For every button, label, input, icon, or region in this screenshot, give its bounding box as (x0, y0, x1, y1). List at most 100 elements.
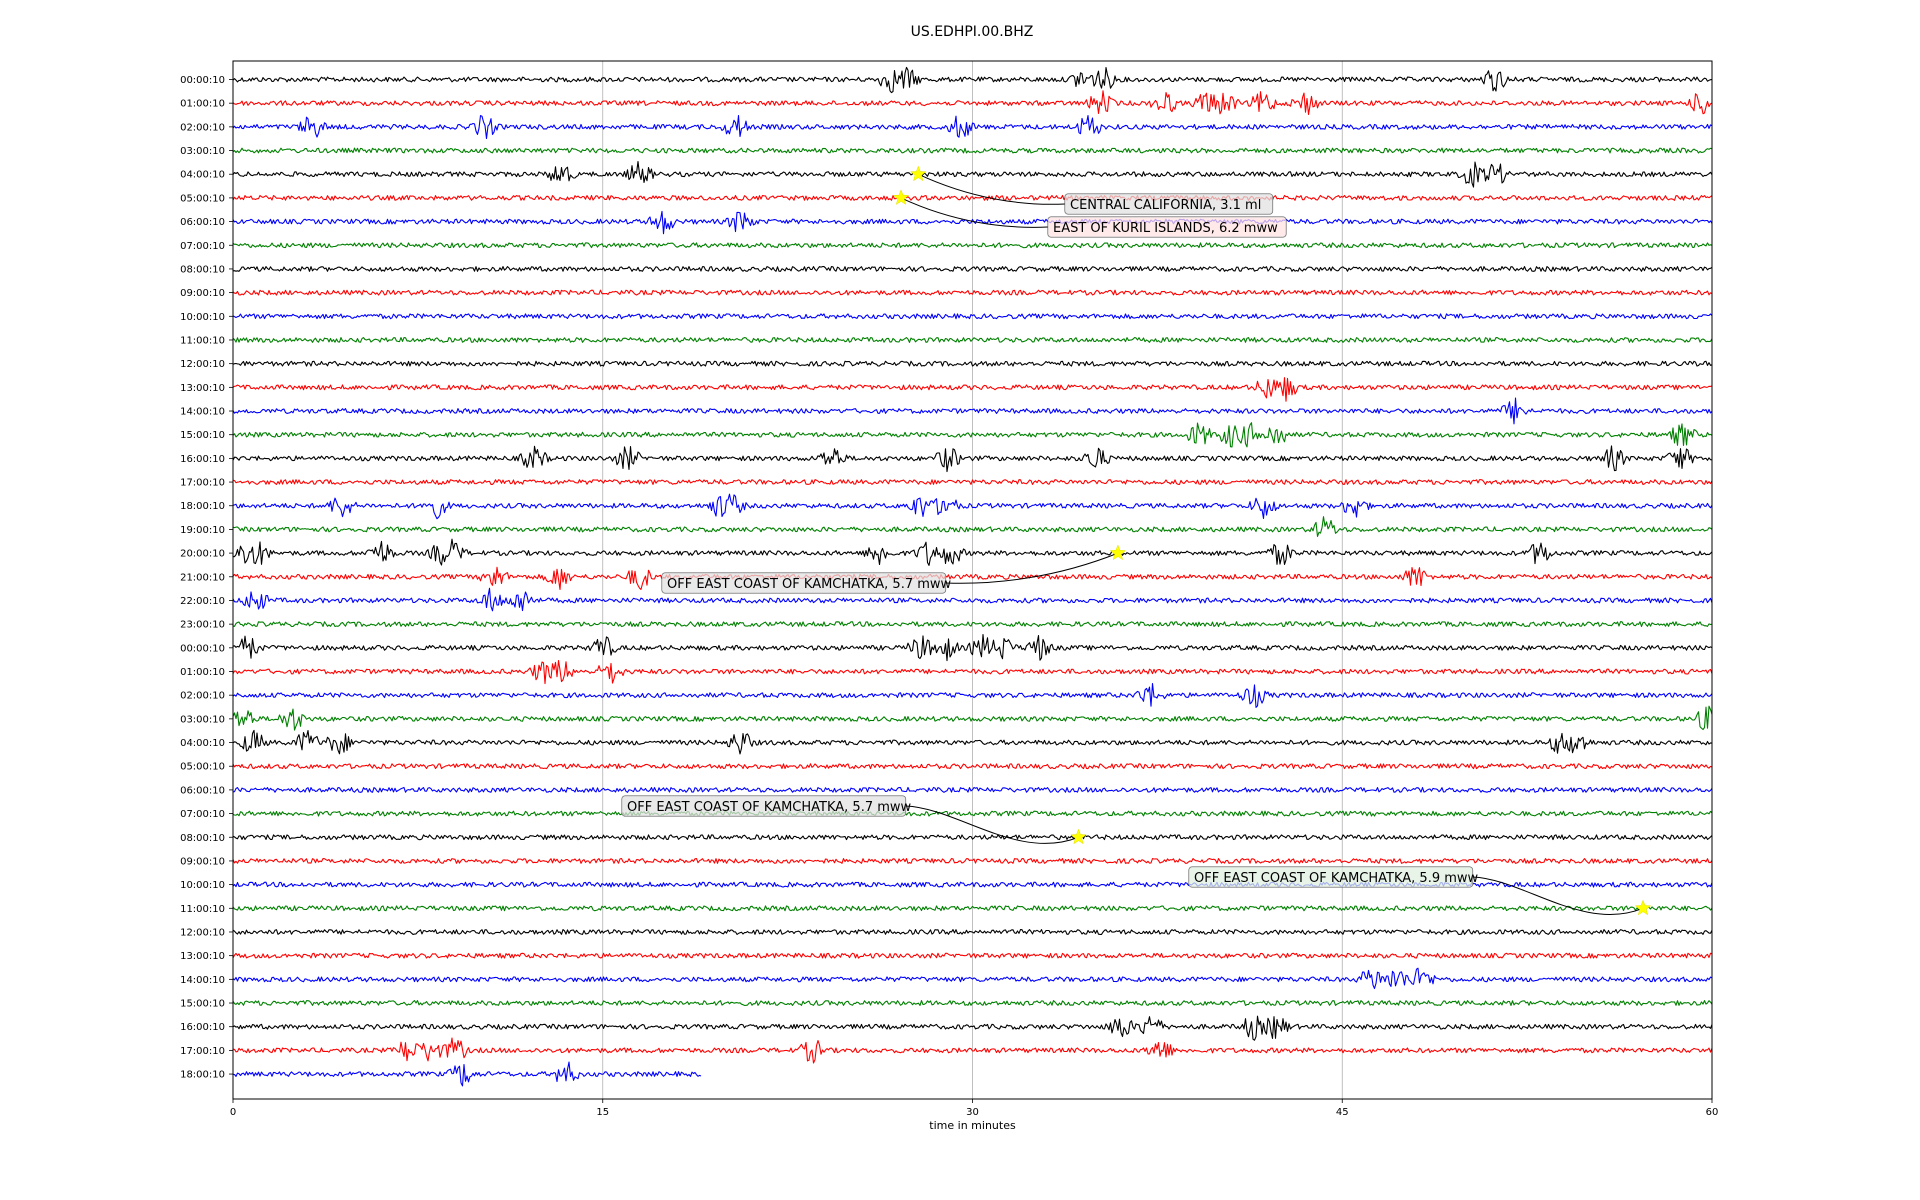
trace-row-18 (232, 493, 1713, 520)
row-time-label: 23:00:10 (180, 620, 225, 631)
trace-row-28 (232, 729, 1713, 755)
trace-row-37 (232, 952, 1713, 959)
annotation-connector (918, 173, 1066, 205)
row-time-label: 04:00:10 (180, 170, 225, 181)
annotation-connector (1472, 876, 1644, 915)
row-time-label: 03:00:10 (180, 146, 225, 157)
seismic-trace (232, 313, 1713, 320)
row-time-label: 08:00:10 (180, 264, 225, 275)
seismic-trace (232, 929, 1713, 935)
seismic-trace (232, 1037, 1713, 1064)
row-time-label: 12:00:10 (180, 927, 225, 938)
row-time-label: 03:00:10 (180, 714, 225, 725)
event-star-marker (1634, 899, 1652, 916)
row-time-label: 10:00:10 (180, 312, 225, 323)
trace-row-27 (232, 705, 1713, 731)
event-annotation: CENTRAL CALIFORNIA, 3.1 ml (910, 165, 1274, 215)
event-annotation: OFF EAST COAST OF KAMCHATKA, 5.7 mww (661, 544, 1127, 594)
row-time-label: 16:00:10 (180, 454, 225, 465)
seismic-trace (232, 360, 1713, 367)
seismic-trace (232, 566, 1713, 590)
event-star-marker (1070, 828, 1087, 845)
event-label: OFF EAST COAST OF KAMCHATKA, 5.9 mww (1194, 871, 1479, 886)
seismic-trace (232, 967, 1713, 990)
chart-title: US.EDHPI.00.BHZ (911, 24, 1034, 40)
trace-row-23 (232, 621, 1713, 628)
row-time-label: 08:00:10 (180, 833, 225, 844)
trace-row-33 (232, 857, 1713, 864)
trace-row-38 (232, 967, 1713, 990)
x-axis-label: time in minutes (929, 1119, 1016, 1132)
trace-row-24 (232, 633, 1713, 662)
row-time-label: 11:00:10 (180, 335, 225, 346)
trace-row-36 (232, 929, 1713, 935)
annotation-connector (905, 805, 1079, 844)
trace-row-29 (232, 763, 1713, 770)
x-tick-label: 30 (966, 1107, 979, 1118)
row-time-label: 22:00:10 (180, 596, 225, 607)
row-time-label: 02:00:10 (180, 122, 225, 133)
row-time-label: 07:00:10 (180, 809, 225, 820)
trace-row-42 (232, 1061, 702, 1087)
trace-row-16 (232, 445, 1713, 473)
trace-row-4 (232, 161, 1713, 188)
trace-row-8 (232, 265, 1713, 272)
seismic-trace (232, 621, 1713, 628)
annotation-connector (900, 197, 1049, 228)
x-tick-label: 60 (1706, 1107, 1719, 1118)
row-time-label: 11:00:10 (180, 904, 225, 915)
trace-row-39 (232, 1000, 1713, 1006)
row-time-label: 00:00:10 (180, 643, 225, 654)
trace-row-2 (232, 115, 1713, 140)
row-time-label: 10:00:10 (180, 880, 225, 891)
seismic-trace (232, 147, 1713, 154)
seismic-trace (232, 377, 1713, 402)
seismic-trace (232, 115, 1713, 140)
event-label-box-tint (1065, 194, 1273, 214)
trace-row-10 (232, 313, 1713, 320)
trace-row-30 (232, 786, 1713, 793)
event-annotation: EAST OF KURIL ISLANDS, 6.2 mww (892, 189, 1287, 238)
event-label-box-tint (1189, 867, 1473, 887)
trace-row-5 (232, 194, 1713, 201)
trace-row-0 (232, 66, 1713, 94)
seismic-trace (232, 763, 1713, 770)
seismic-trace (232, 705, 1713, 731)
row-time-label: 13:00:10 (180, 951, 225, 962)
trace-row-41 (232, 1037, 1713, 1064)
trace-row-15 (232, 422, 1713, 448)
row-time-label: 15:00:10 (180, 999, 225, 1010)
row-time-label: 15:00:10 (180, 430, 225, 441)
trace-row-7 (232, 242, 1713, 249)
x-axis: 0 15 30 45 60 (230, 1099, 1719, 1118)
row-time-label: 14:00:10 (180, 407, 225, 418)
row-time-label: 17:00:10 (180, 1046, 225, 1057)
event-label-box-tint (622, 796, 906, 816)
seismic-trace (232, 538, 1713, 566)
trace-row-3 (232, 147, 1713, 154)
event-label: EAST OF KURIL ISLANDS, 6.2 mww (1053, 221, 1278, 236)
seismic-trace (232, 810, 1713, 817)
trace-row-35 (232, 905, 1713, 912)
row-time-label: 07:00:10 (180, 241, 225, 252)
seismic-trace (232, 1000, 1713, 1006)
trace-row-40 (232, 1015, 1713, 1041)
trace-row-12 (232, 360, 1713, 367)
seismic-trace (232, 952, 1713, 959)
seismic-trace (232, 161, 1713, 188)
trace-row-13 (232, 377, 1713, 402)
event-annotation: OFF EAST COAST OF KAMCHATKA, 5.7 mww (621, 795, 1087, 845)
x-tick-label: 0 (230, 1107, 236, 1118)
seismic-trace (232, 422, 1713, 448)
trace-row-20 (232, 538, 1713, 566)
trace-row-32 (232, 834, 1713, 841)
seismic-trace (232, 633, 1713, 662)
row-time-label: 19:00:10 (180, 525, 225, 536)
trace-row-11 (232, 337, 1713, 343)
event-star-marker (1109, 544, 1127, 561)
seismic-trace (232, 242, 1713, 249)
row-time-label: 18:00:10 (180, 1070, 225, 1081)
seismic-trace (232, 194, 1713, 201)
row-time-label: 21:00:10 (180, 572, 225, 583)
